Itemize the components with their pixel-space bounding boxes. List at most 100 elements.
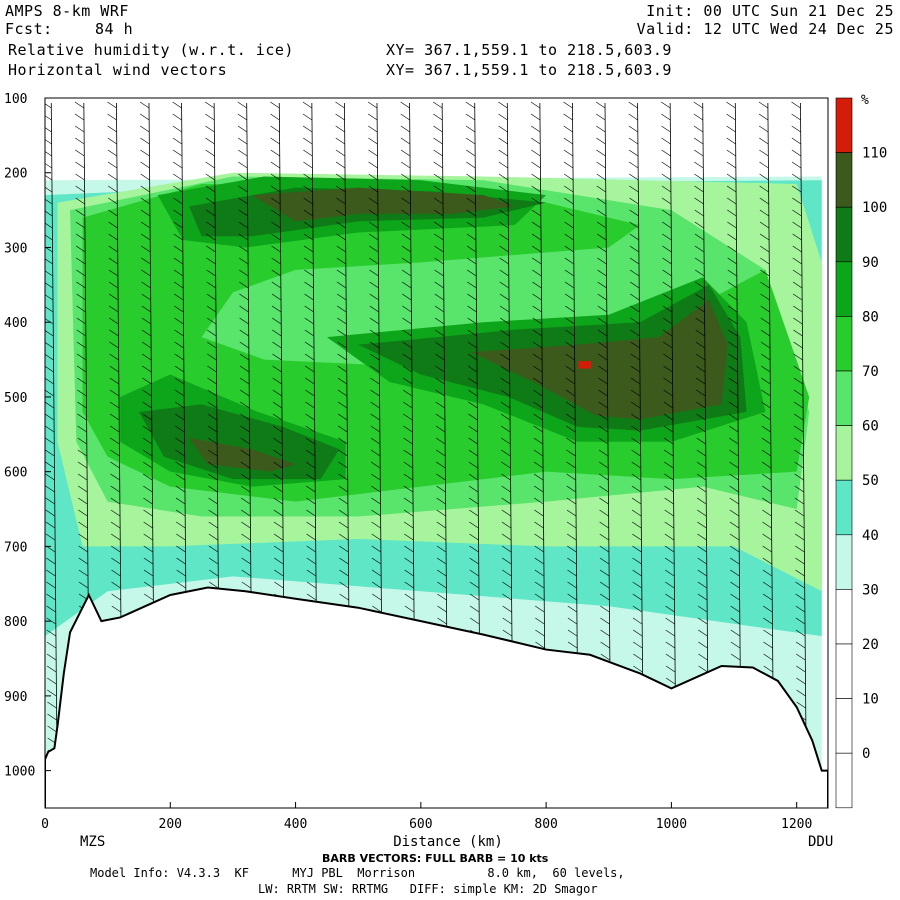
barb-flag — [792, 281, 803, 289]
barb-flag — [598, 425, 608, 433]
barb-flag — [502, 605, 512, 613]
barb-flag — [566, 461, 576, 469]
vector-title: Horizontal wind vectors — [8, 61, 228, 79]
barb-flag — [370, 425, 380, 433]
barb-flag — [238, 197, 248, 205]
barb-flag — [335, 101, 345, 109]
barb-flag — [730, 569, 740, 577]
barb-flag — [565, 413, 576, 421]
barb-flag — [532, 317, 542, 325]
barb-flag — [631, 437, 641, 445]
barb-flag — [271, 293, 282, 301]
barb-flag — [78, 521, 88, 529]
barb-flag — [174, 329, 184, 337]
barb-flag — [500, 365, 510, 373]
barb-flag — [696, 473, 707, 481]
barb-flag — [567, 629, 578, 637]
barb-flag — [302, 113, 313, 121]
barb-flag — [435, 413, 446, 421]
barb-flag — [304, 305, 314, 313]
barb-flag — [207, 389, 217, 397]
barb-flag — [696, 425, 706, 433]
barb-flag — [110, 449, 120, 457]
colorbar-label: 60 — [862, 419, 879, 435]
barb-flag — [763, 665, 773, 673]
barb-flag — [632, 629, 643, 637]
barb-flag — [598, 377, 608, 385]
barb-flag — [338, 521, 349, 529]
barb-flag — [726, 161, 737, 169]
barb-flag — [110, 473, 120, 481]
barb-flag — [144, 593, 154, 601]
barb-flag — [77, 437, 87, 445]
barb-flag — [791, 101, 801, 109]
barb-flag — [629, 185, 639, 193]
barb-flag — [176, 557, 186, 565]
barb-flag — [628, 125, 639, 133]
barb-flag — [467, 317, 477, 325]
barb-flag — [665, 629, 675, 637]
barb-flag — [794, 485, 804, 493]
barb-flag — [565, 317, 575, 325]
barb-flag — [305, 377, 315, 385]
barb-flag — [435, 389, 445, 397]
model-title: AMPS 8-km WRF — [5, 2, 129, 20]
barb-flag — [760, 269, 770, 277]
barb-flag — [337, 401, 348, 409]
barb-flag — [501, 533, 512, 541]
barb-flag — [336, 269, 347, 277]
barb-flag — [598, 461, 609, 469]
barb-flag — [662, 317, 673, 325]
barb-flag — [760, 245, 770, 253]
barb-flag — [630, 281, 640, 289]
barb-flag — [632, 605, 643, 613]
barb-flag — [760, 293, 770, 301]
barb-flag — [208, 473, 218, 481]
barb-flag — [206, 257, 216, 265]
barb-flag — [110, 509, 121, 517]
barb-flag — [173, 245, 184, 253]
barb-flag — [628, 113, 638, 121]
barb-flag — [795, 641, 806, 649]
barb-flag — [565, 377, 576, 385]
barb-flag — [46, 605, 56, 613]
barb-flag — [661, 149, 671, 157]
barb-flag — [401, 269, 412, 277]
barb-flag — [727, 305, 738, 313]
barb-flag — [531, 197, 541, 205]
barb-flag — [107, 149, 118, 157]
barb-flag — [632, 569, 642, 577]
barb-flag — [336, 197, 346, 205]
barb-flag — [47, 725, 57, 733]
barb-flag — [75, 233, 86, 241]
barb-flag — [600, 653, 610, 661]
barb-flag — [303, 209, 314, 217]
barb-flag — [697, 605, 708, 613]
barb-flag — [77, 389, 87, 397]
barb-flag — [631, 509, 642, 517]
barb-flag — [795, 605, 805, 613]
barb-flag — [400, 113, 410, 121]
barb-flag — [566, 533, 577, 541]
barb-flag — [45, 353, 54, 361]
barb-flag — [368, 137, 378, 145]
barb-flag — [795, 617, 806, 625]
barb-flag — [276, 810, 285, 816]
barb-flag — [338, 473, 348, 481]
barb-flag — [336, 185, 346, 193]
barb-flag — [501, 485, 511, 493]
barb-flag — [45, 234, 53, 241]
barb-flag — [272, 401, 283, 409]
barb-flag — [695, 353, 706, 361]
barb-flag — [272, 341, 282, 349]
barb-flag — [762, 533, 772, 541]
barb-flag — [400, 101, 410, 109]
barb-flag — [241, 545, 251, 553]
barb-flag — [305, 473, 316, 481]
barb-flag — [45, 413, 55, 421]
barb-flag — [336, 209, 346, 217]
barb-flag — [498, 113, 508, 121]
barb-flag — [729, 509, 739, 517]
